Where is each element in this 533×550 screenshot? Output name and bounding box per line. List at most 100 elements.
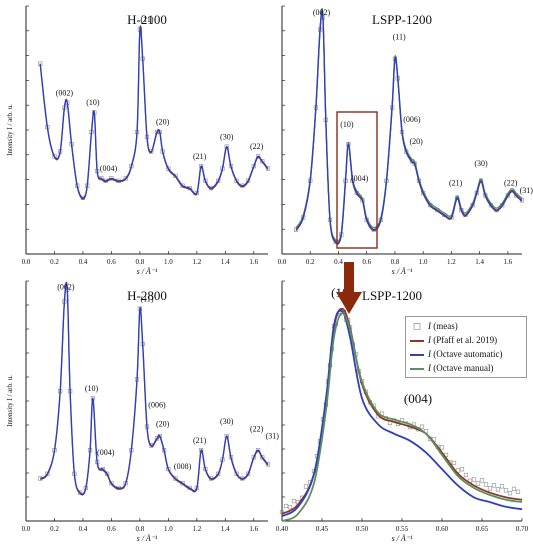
panel-bottom-left-peak-label: (002) <box>57 283 75 292</box>
panel-bottom-left-x-tick-label: 0.8 <box>136 525 145 533</box>
panel-top-left-peak-label: (22) <box>250 142 264 151</box>
panel-bottom-right-peak-label: (004) <box>404 391 432 406</box>
panel-top-left-x-tick-label: 1.4 <box>221 258 230 266</box>
panel-top-left-x-tick-label: 1.0 <box>164 258 173 266</box>
panel-bottom-left-peak-label: (008) <box>174 462 192 471</box>
panel-bottom-left-x-tick-label: 0.4 <box>79 525 88 533</box>
panel-bottom-right-x-tick-label: 0.55 <box>396 525 409 533</box>
panel-bottom-right-meas-point <box>463 472 469 478</box>
legend-item-octave-manual-label: (Octave manual) <box>431 363 494 373</box>
panel-top-right-peak-label: (20) <box>409 137 423 146</box>
panel-top-left-meas-point <box>123 176 128 181</box>
panel-top-left-x-tick-label: 1.2 <box>192 258 201 266</box>
panel-top-left-peak-label: (30) <box>220 132 234 141</box>
panel-top-right-x-tick-label: 0.6 <box>362 258 371 266</box>
panel-bottom-right-meas-point <box>451 460 457 466</box>
legend-item-octave-auto: I (Octave automatic) <box>410 347 502 361</box>
panel-top-left-meas-point <box>265 166 271 171</box>
legend: ◻ I (meas) I (Pfaff et al. 2019) I (Octav… <box>405 316 527 378</box>
panel-top-left-peak-label: (004) <box>100 164 118 173</box>
panel-top-right-peak-label: (22) <box>504 179 518 188</box>
legend-item-pfaff-label: (Pfaff et al. 2019) <box>431 335 498 345</box>
panel-bottom-right-octave-auto-line <box>281 309 523 518</box>
panel-bottom-right-meas-point <box>471 477 477 482</box>
panel-top-right-peak-label: (11) <box>393 32 406 41</box>
panel-bottom-right-meas-point <box>459 467 465 472</box>
panel-bottom-left-x-tick-label: 1.2 <box>192 525 201 533</box>
panel-bottom-right-x-tick-label: 0.60 <box>436 525 449 533</box>
panel-bottom-right-meas-point <box>499 484 505 489</box>
panel-bottom-left-title: H-2800 <box>127 288 167 303</box>
panel-top-left-x-tick-label: 0.6 <box>107 258 116 266</box>
panel-bottom-left-y-label: Intensity I / arb. u. <box>6 375 14 427</box>
panel-bottom-right-meas-point <box>491 483 497 488</box>
down-arrow-icon <box>336 262 362 314</box>
panel-top-right-x-label: s / Å⁻¹ <box>392 267 413 276</box>
panel-bottom-right-meas-point <box>503 488 509 493</box>
panel-bottom-right-meas-point <box>419 424 425 429</box>
panel-bottom-left-peak-label: (22) <box>250 424 264 433</box>
panel-bottom-left-meas-point <box>224 433 229 439</box>
panel-bottom-right-octave-manual-line <box>281 312 523 522</box>
legend-item-octave-auto-label: (Octave automatic) <box>431 349 503 359</box>
square-marker-icon: ◻ <box>412 320 422 332</box>
panel-top-right-peak-label: (004) <box>351 174 369 183</box>
panel-bottom-left-octave-auto-line <box>39 281 269 495</box>
panel-top-right-title: LSPP-1200 <box>372 12 432 27</box>
panel-top-right-x-tick-label: 1.0 <box>419 258 428 266</box>
zoom-region-box <box>336 111 378 249</box>
panel-top-left-meas-point <box>255 154 261 159</box>
octave-auto-line-swatch-icon <box>410 353 424 356</box>
panel-bottom-left-peak-label: (20) <box>156 420 170 429</box>
panel-top-left-x-label: s / Å⁻¹ <box>137 267 158 276</box>
legend-item-octave-manual-symbol: I <box>428 363 431 373</box>
panel-top-right-meas-point <box>294 227 299 232</box>
panel-top-left-peak-label: (20) <box>156 118 170 127</box>
panel-top-right-octave-manual-line <box>295 7 523 242</box>
panel-bottom-left-x-tick-label: 0.2 <box>50 525 59 533</box>
legend-item-meas-symbol: I <box>428 321 431 331</box>
panel-bottom-right-x-tick-label: 0.65 <box>476 525 489 533</box>
panel-bottom-right-x-tick-label: 0.50 <box>356 525 369 533</box>
panel-bottom-right-x-tick-label: 0.45 <box>316 525 329 533</box>
panel-bottom-left-meas-point <box>173 476 178 481</box>
panel-top-left-x-tick-label: 1.6 <box>249 258 258 266</box>
panel-bottom-right-x-tick-label: 0.70 <box>516 525 529 533</box>
legend-item-octave-manual: I (Octave manual) <box>410 361 493 375</box>
panel-bottom-right-meas-point <box>287 504 293 510</box>
panel-top-left-meas-point <box>224 144 229 149</box>
panel-top-left-y-label: Intensity I / arb. u. <box>6 104 14 156</box>
panel-top-left-x-tick-label: 0.0 <box>22 258 31 266</box>
panel-bottom-right-meas-point <box>483 482 489 487</box>
panel-bottom-right-meas-point <box>487 486 493 491</box>
panel-bottom-right-meas-point <box>507 491 513 496</box>
panel-top-right-peak-label: (21) <box>449 179 463 188</box>
panel-bottom-left-peak-label: (30) <box>220 417 234 426</box>
panel-bottom-right-meas-point <box>479 478 485 483</box>
panel-bottom-right-meas-point <box>303 484 309 489</box>
panel-top-left-octave-auto-line <box>39 25 269 199</box>
panel-top-right-peak-label: (002) <box>313 8 331 17</box>
panel-top-right-x-tick-label: 1.4 <box>475 258 484 266</box>
panel-bottom-left-peak-label: (11) <box>140 295 153 304</box>
pfaff-line-swatch-icon <box>410 339 424 342</box>
panel-bottom-right-meas-point <box>439 445 445 450</box>
panel-bottom-right-meas-point <box>495 487 501 492</box>
legend-item-meas: ◻ I (meas) <box>410 319 458 333</box>
legend-item-pfaff-symbol: I <box>428 335 431 345</box>
panel-bottom-left-x-tick-label: 1.0 <box>164 525 173 533</box>
panel-top-left-x-tick-label: 0.8 <box>136 258 145 266</box>
panel-top-left-peak-label: (002) <box>56 88 74 97</box>
panel-top-left-x-tick-label: 0.2 <box>50 258 59 266</box>
panel-bottom-left-x-tick-label: 1.6 <box>249 525 258 533</box>
panel-top-left-meas-point <box>180 183 185 188</box>
panel-top-right-peak-label: (006) <box>403 115 421 124</box>
panel-bottom-left-peak-label: (10) <box>85 384 99 393</box>
panel-bottom-right-meas-point <box>511 486 517 492</box>
panel-bottom-right-meas-point <box>283 503 289 509</box>
panel-bottom-left-x-tick-label: 0.6 <box>107 525 116 533</box>
panel-top-left-title: H-2100 <box>127 12 167 27</box>
panel-top-right-x-tick-label: 0.0 <box>278 258 287 266</box>
panel-bottom-right-meas-point <box>475 481 481 486</box>
